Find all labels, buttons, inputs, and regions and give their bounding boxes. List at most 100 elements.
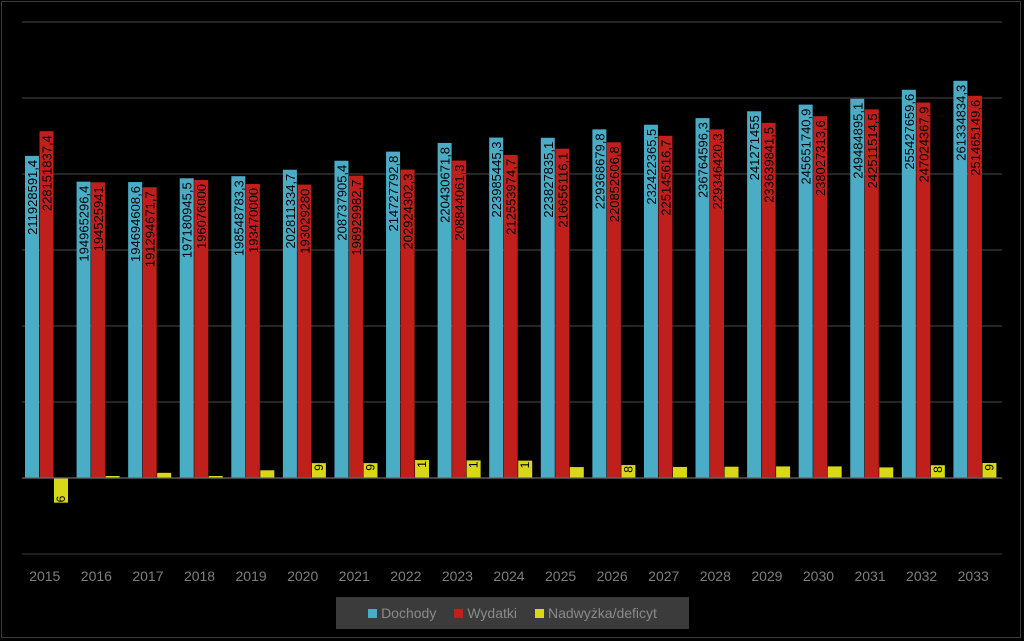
data-label: 16: [54, 495, 68, 509]
bar-nadwykadeficyt: [466, 460, 481, 478]
data-label: 238027313,6: [813, 120, 828, 196]
x-tick-label: 2016: [81, 568, 112, 584]
bar-wydatki: [606, 142, 621, 479]
bar-wydatki: [39, 131, 54, 478]
legend-swatch-wydatki: [454, 608, 464, 618]
bar-dochody: [695, 118, 710, 479]
data-label: 247024367,9: [916, 107, 931, 183]
bar-dochody: [901, 89, 916, 479]
data-label: 193029280: [297, 189, 312, 254]
data-label: 229346420,3: [710, 133, 725, 209]
x-tick-label: 2028: [700, 568, 731, 584]
data-label: 261334834,3: [953, 85, 968, 161]
legend-swatch-dochody: [368, 608, 378, 618]
bar-dochody: [386, 151, 401, 478]
data-label: 197180945,5: [180, 182, 195, 258]
bar-wydatki: [297, 184, 312, 478]
bar-wydatki: [348, 175, 363, 479]
legend-item-dochody: Dochody: [368, 605, 436, 621]
data-label: 232422365,5: [644, 129, 659, 205]
bar-nadwykadeficyt: [518, 460, 533, 478]
data-label: 8: [931, 466, 945, 473]
data-label: 223827835,1: [541, 142, 556, 218]
bar-nadwykadeficyt: [879, 467, 894, 478]
data-label: 214727792,8: [386, 156, 401, 232]
x-tick-label: 2015: [29, 568, 60, 584]
data-label: 1: [415, 461, 429, 468]
bar-dochody: [489, 137, 504, 479]
bar-wydatki: [245, 183, 260, 478]
data-label: 202811334,7: [283, 174, 298, 249]
legend-label-dochody: Dochody: [381, 605, 437, 621]
bar-dochody: [282, 169, 297, 478]
bar-dochody: [179, 178, 194, 478]
data-label: 202924302,3: [401, 174, 416, 250]
x-tick-label: 2021: [339, 568, 370, 584]
data-label: 220430671,8: [438, 147, 453, 223]
x-tick-label: 2018: [184, 568, 215, 584]
data-label: 212553974,7: [504, 159, 519, 235]
x-tick-label: 2029: [751, 568, 782, 584]
data-label: 223985445,3: [489, 142, 504, 218]
bar-nadwykadeficyt: [415, 460, 430, 478]
bar-dochody: [437, 142, 452, 478]
legend-item-nadwyzka: Nadwyżka/deficyt: [535, 605, 657, 621]
bar-wydatki: [813, 116, 828, 478]
x-tick-label: 2025: [545, 568, 576, 584]
bar-wydatki: [761, 122, 776, 479]
x-tick-label: 2030: [803, 568, 834, 584]
bar-wydatki: [710, 129, 725, 479]
bar-wydatki: [864, 109, 879, 478]
legend-label-nadwyzka: Nadwyżka/deficyt: [548, 605, 657, 621]
data-label: 208737905,4: [334, 165, 349, 241]
data-label: 8: [621, 466, 635, 473]
legend-swatch-nadwyzka: [535, 608, 544, 618]
data-label: 255427659,6: [902, 94, 917, 170]
x-tick-label: 2032: [906, 568, 937, 584]
bar-wydatki: [194, 179, 209, 478]
legend-label-wydatki: Wydatki: [467, 605, 517, 621]
data-label: 193470000: [246, 188, 261, 253]
bar-dochody: [540, 137, 555, 479]
legend-item-wydatki: Wydatki: [454, 605, 517, 621]
bar-dochody: [798, 104, 813, 479]
data-label: 236764596,3: [696, 122, 711, 198]
bar-dochody: [747, 111, 762, 478]
bar-nadwykadeficyt: [363, 463, 378, 478]
bar-nadwykadeficyt: [930, 465, 945, 478]
data-label: 198929982,7: [349, 180, 364, 256]
bar-nadwykadeficyt: [54, 478, 68, 503]
bar-wydatki: [555, 148, 570, 478]
data-label: 9: [982, 464, 996, 471]
x-tick-label: 2020: [287, 568, 318, 584]
data-label: 229368679,8: [592, 133, 607, 209]
data-label: 191294671,7: [143, 191, 158, 267]
data-label: 245651740,9: [799, 109, 814, 185]
data-label: 196076000: [194, 184, 209, 249]
data-label: 242511514,5: [865, 113, 880, 188]
x-tick-label: 2023: [442, 568, 473, 584]
bar-dochody: [592, 129, 607, 478]
x-tick-label: 2026: [597, 568, 628, 584]
bar-wydatki: [503, 154, 518, 478]
data-label: 220852606,8: [607, 146, 622, 222]
bar-wydatki: [400, 169, 415, 478]
bar-dochody: [76, 181, 91, 478]
bar-dochody: [231, 176, 246, 478]
data-label: 233639841,5: [762, 127, 777, 203]
bar-dochody: [128, 182, 143, 478]
x-tick-label: 2022: [390, 568, 421, 584]
bar-dochody: [334, 160, 349, 478]
bar-nadwykadeficyt: [672, 466, 687, 478]
bar-wydatki: [658, 135, 673, 478]
x-tick-label: 2024: [493, 568, 524, 584]
data-label: 194694608,6: [128, 186, 143, 262]
data-label: 194525941: [91, 186, 106, 251]
bar-nadwykadeficyt: [569, 467, 584, 478]
x-tick-label: 2027: [648, 568, 679, 584]
data-label: 216656116,1: [555, 153, 570, 228]
bar-nadwykadeficyt: [827, 466, 842, 478]
bar-nadwykadeficyt: [260, 470, 275, 478]
data-label: 9: [363, 464, 377, 471]
